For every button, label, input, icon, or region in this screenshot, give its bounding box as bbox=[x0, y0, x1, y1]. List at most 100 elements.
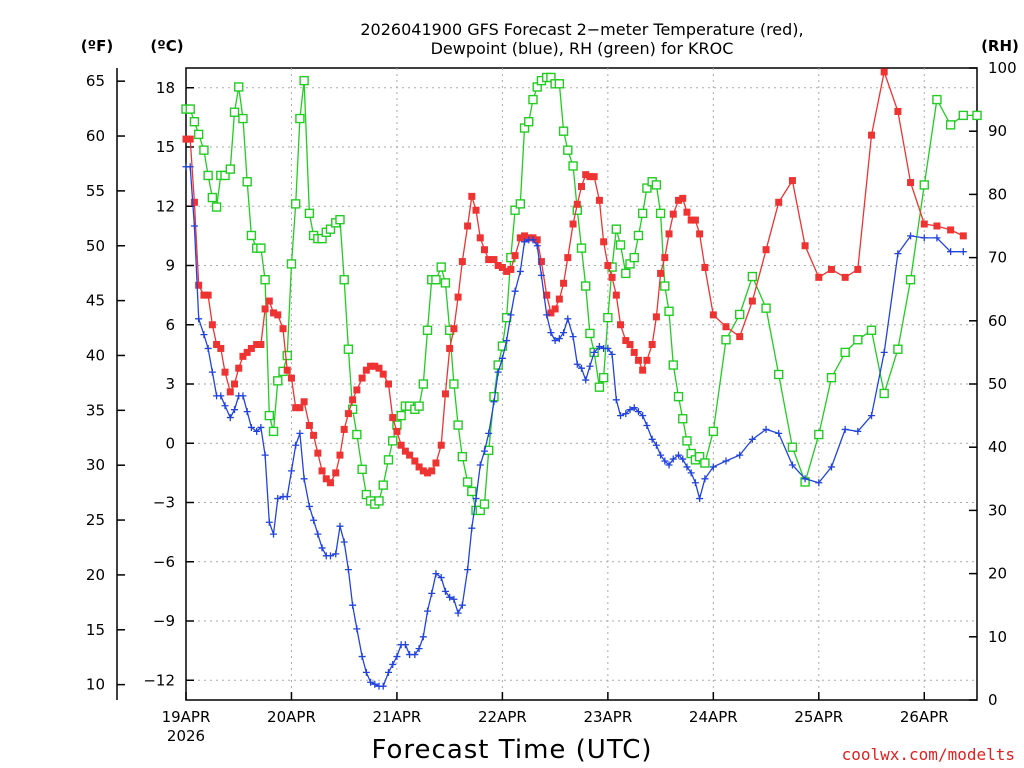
temperature-point bbox=[665, 230, 673, 238]
temperature-point bbox=[507, 265, 515, 273]
dewpoint-point bbox=[468, 524, 476, 532]
rh-point bbox=[414, 401, 424, 411]
temperature-point bbox=[634, 356, 642, 364]
series-dewpoint bbox=[182, 163, 967, 690]
dewpoint-point bbox=[494, 368, 502, 376]
dewpoint-point bbox=[411, 651, 419, 659]
dewpoint-point bbox=[551, 337, 559, 345]
temperature-point bbox=[318, 467, 326, 475]
dewpoint-point bbox=[841, 425, 849, 433]
rh-point bbox=[721, 335, 731, 345]
rh-point bbox=[449, 379, 459, 389]
rh-point bbox=[615, 240, 626, 250]
temperature-point bbox=[639, 366, 647, 374]
celsius-tick-label: 6 bbox=[165, 316, 175, 334]
dewpoint-point bbox=[265, 518, 273, 526]
chart-title-line-2: Dewpoint (blue), RH (green) for KROC bbox=[431, 39, 734, 58]
dewpoint-point bbox=[748, 435, 756, 443]
temperature-point bbox=[468, 192, 476, 200]
temperature-point bbox=[608, 273, 616, 281]
dewpoint-point bbox=[393, 653, 401, 661]
dewpoint-point bbox=[547, 329, 555, 337]
celsius-tick-label: 9 bbox=[165, 257, 175, 275]
temperature-point bbox=[490, 256, 498, 264]
dewpoint-point bbox=[608, 350, 616, 358]
temperature-point bbox=[190, 198, 198, 206]
fahrenheit-tick-label: 45 bbox=[86, 292, 105, 310]
dewpoint-point bbox=[340, 538, 348, 546]
rh-point bbox=[374, 496, 384, 506]
rh-point bbox=[554, 79, 565, 89]
temperature-point bbox=[384, 380, 392, 388]
temperature-point bbox=[349, 396, 357, 404]
temperature-point bbox=[182, 135, 190, 143]
dewpoint-point bbox=[231, 406, 239, 414]
dewpoint-point bbox=[186, 163, 194, 171]
dewpoint-point bbox=[310, 516, 318, 524]
temperature-point bbox=[336, 451, 344, 459]
dewpoint-point bbox=[274, 495, 282, 503]
dewpoint-point bbox=[437, 574, 445, 582]
temperature-point bbox=[516, 234, 524, 242]
rh-point bbox=[290, 199, 301, 209]
fahrenheit-tick-label: 15 bbox=[86, 621, 105, 639]
temperature-point bbox=[669, 210, 677, 218]
temperature-point bbox=[411, 457, 419, 465]
temperature-point bbox=[586, 173, 594, 181]
rh-tick-label: 100 bbox=[988, 59, 1017, 77]
temperature-point bbox=[235, 364, 243, 372]
dewpoint-point bbox=[384, 668, 392, 676]
dewpoint-point bbox=[490, 398, 498, 406]
temperature-point bbox=[283, 366, 291, 374]
credit-link[interactable]: coolwx.com/modelts bbox=[842, 745, 1015, 764]
temperature-point bbox=[261, 305, 269, 313]
temperature-point bbox=[547, 309, 555, 317]
dewpoint-point bbox=[287, 467, 295, 475]
temperature-point bbox=[933, 222, 941, 230]
rh-point bbox=[945, 120, 956, 130]
rh-point bbox=[558, 126, 569, 136]
series-temperature bbox=[182, 68, 967, 487]
temperature-point bbox=[186, 135, 194, 143]
x-axis-label: Forecast Time (UTC) bbox=[371, 735, 652, 765]
dewpoint-point bbox=[696, 495, 704, 503]
dewpoint-point bbox=[419, 633, 427, 641]
rh-point bbox=[774, 369, 784, 380]
dewpoint-point bbox=[701, 475, 709, 483]
rh-point bbox=[826, 372, 837, 383]
temperature-point bbox=[498, 263, 506, 271]
dewpoint-point bbox=[424, 607, 432, 615]
rh-point bbox=[673, 391, 684, 402]
series-layer bbox=[181, 68, 982, 690]
rh-point bbox=[621, 268, 631, 279]
x-tick-sublabel: 2026 bbox=[167, 727, 205, 745]
dewpoint-point bbox=[788, 461, 796, 469]
temperature-point bbox=[253, 341, 261, 348]
temperature-point bbox=[332, 469, 340, 477]
temperature-point bbox=[582, 171, 590, 179]
rh-point bbox=[264, 410, 275, 421]
temperature-point bbox=[675, 196, 683, 204]
x-tick-label: 25APR bbox=[794, 708, 843, 726]
fahrenheit-tick-label: 55 bbox=[86, 182, 105, 200]
temperature-point bbox=[353, 386, 361, 394]
dewpoint-point bbox=[300, 475, 308, 483]
rh-point bbox=[585, 328, 595, 339]
rh-point bbox=[335, 214, 345, 225]
rh-point bbox=[735, 309, 745, 320]
dewpoint-point bbox=[521, 238, 529, 246]
rh-point bbox=[761, 303, 771, 313]
temperature-point bbox=[195, 281, 203, 289]
rh-tick-label: 30 bbox=[988, 501, 1007, 519]
fahrenheit-tick-label: 25 bbox=[86, 511, 105, 529]
temperature-point bbox=[569, 220, 577, 228]
temperature-point bbox=[300, 398, 308, 406]
rh-point bbox=[256, 243, 266, 253]
rh-point bbox=[229, 107, 240, 117]
temperature-point bbox=[679, 194, 687, 202]
dewpoint-point bbox=[920, 234, 928, 242]
dewpoint-point bbox=[270, 530, 278, 538]
temperature-point bbox=[551, 305, 559, 313]
grid-lines bbox=[186, 68, 977, 700]
